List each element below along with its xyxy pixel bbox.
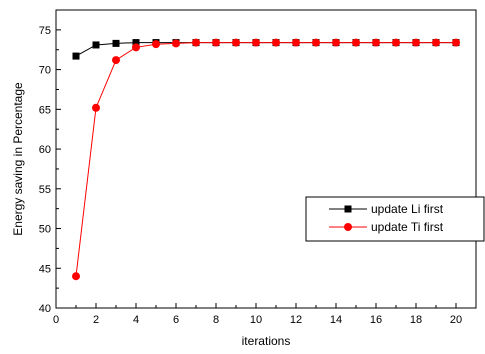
data-point-1 — [372, 38, 380, 47]
series-layer — [72, 38, 460, 281]
y-axis-title: Energy saving in Percentage — [11, 82, 25, 236]
y-tick-label: 45 — [39, 263, 51, 275]
x-tick-label: 8 — [213, 314, 219, 326]
data-point-1 — [172, 39, 180, 48]
x-tick-label: 0 — [53, 314, 59, 326]
x-tick-label: 12 — [290, 314, 302, 326]
y-tick-label: 70 — [39, 65, 51, 77]
y-tick-label: 75 — [39, 25, 51, 37]
x-tick-label: 6 — [173, 314, 179, 326]
data-point-1 — [432, 38, 440, 47]
data-point-1 — [112, 56, 120, 65]
x-tick-label: 14 — [330, 314, 342, 326]
data-point-1 — [412, 38, 420, 47]
y-tick-label: 65 — [39, 104, 51, 116]
data-point-1 — [92, 103, 100, 112]
x-tick-label: 10 — [250, 314, 262, 326]
legend-label-li: update Li first — [371, 202, 444, 216]
data-point-0 — [72, 52, 80, 60]
x-tick-label: 18 — [410, 314, 422, 326]
x-axis-title: iterations — [242, 334, 291, 348]
plot-frame — [55, 9, 477, 309]
data-point-1 — [352, 38, 360, 47]
data-point-0 — [132, 39, 140, 47]
y-tick-label: 60 — [39, 144, 51, 156]
data-point-1 — [192, 38, 200, 47]
y-tick-label: 50 — [39, 224, 51, 236]
data-point-1 — [452, 38, 460, 47]
data-point-1 — [272, 38, 280, 47]
data-point-1 — [392, 38, 400, 47]
y-tick-label: 40 — [39, 303, 51, 315]
data-point-1 — [72, 272, 80, 281]
data-point-1 — [132, 43, 140, 52]
data-point-1 — [152, 40, 160, 49]
legend-marker-li — [344, 205, 352, 213]
data-point-1 — [232, 38, 240, 47]
data-point-1 — [252, 38, 260, 47]
data-point-1 — [292, 38, 300, 47]
x-tick-label: 4 — [133, 314, 139, 326]
x-tick-label: 20 — [450, 314, 462, 326]
data-point-0 — [112, 39, 120, 47]
legend-marker-ti — [344, 223, 352, 231]
data-point-0 — [92, 41, 100, 49]
legend-box — [305, 196, 485, 242]
y-axis: 40 45 50 55 60 65 70 75 — [39, 9, 61, 315]
x-tick-label: 2 — [93, 314, 99, 326]
data-point-1 — [332, 38, 340, 47]
data-point-1 — [212, 38, 220, 47]
legend-label-ti: update Ti first — [371, 220, 444, 234]
legend: update Li first update Ti first — [305, 196, 485, 242]
x-tick-label: 16 — [370, 314, 382, 326]
x-axis: 0 2 4 6 8 10 12 14 16 18 20 — [53, 303, 462, 326]
data-point-1 — [312, 38, 320, 47]
y-tick-label: 55 — [39, 184, 51, 196]
